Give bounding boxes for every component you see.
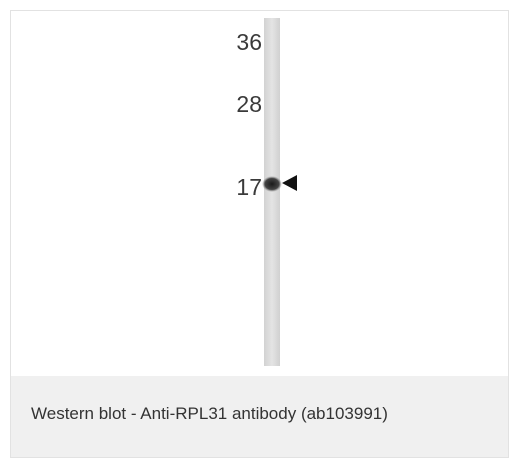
arrow <box>282 175 297 191</box>
marker-label: 17 <box>236 174 262 200</box>
marker-label: 36 <box>236 29 262 55</box>
band <box>262 176 282 192</box>
marker-label: 28 <box>236 91 262 117</box>
caption-box: Western blot - Anti-RPL31 antibody (ab10… <box>11 376 508 457</box>
blot-image: 36 28 17 <box>0 0 511 375</box>
caption: Western blot - Anti-RPL31 antibody (ab10… <box>31 404 388 424</box>
page: Western blot - Anti-RPL31 antibody (ab10… <box>0 0 511 462</box>
